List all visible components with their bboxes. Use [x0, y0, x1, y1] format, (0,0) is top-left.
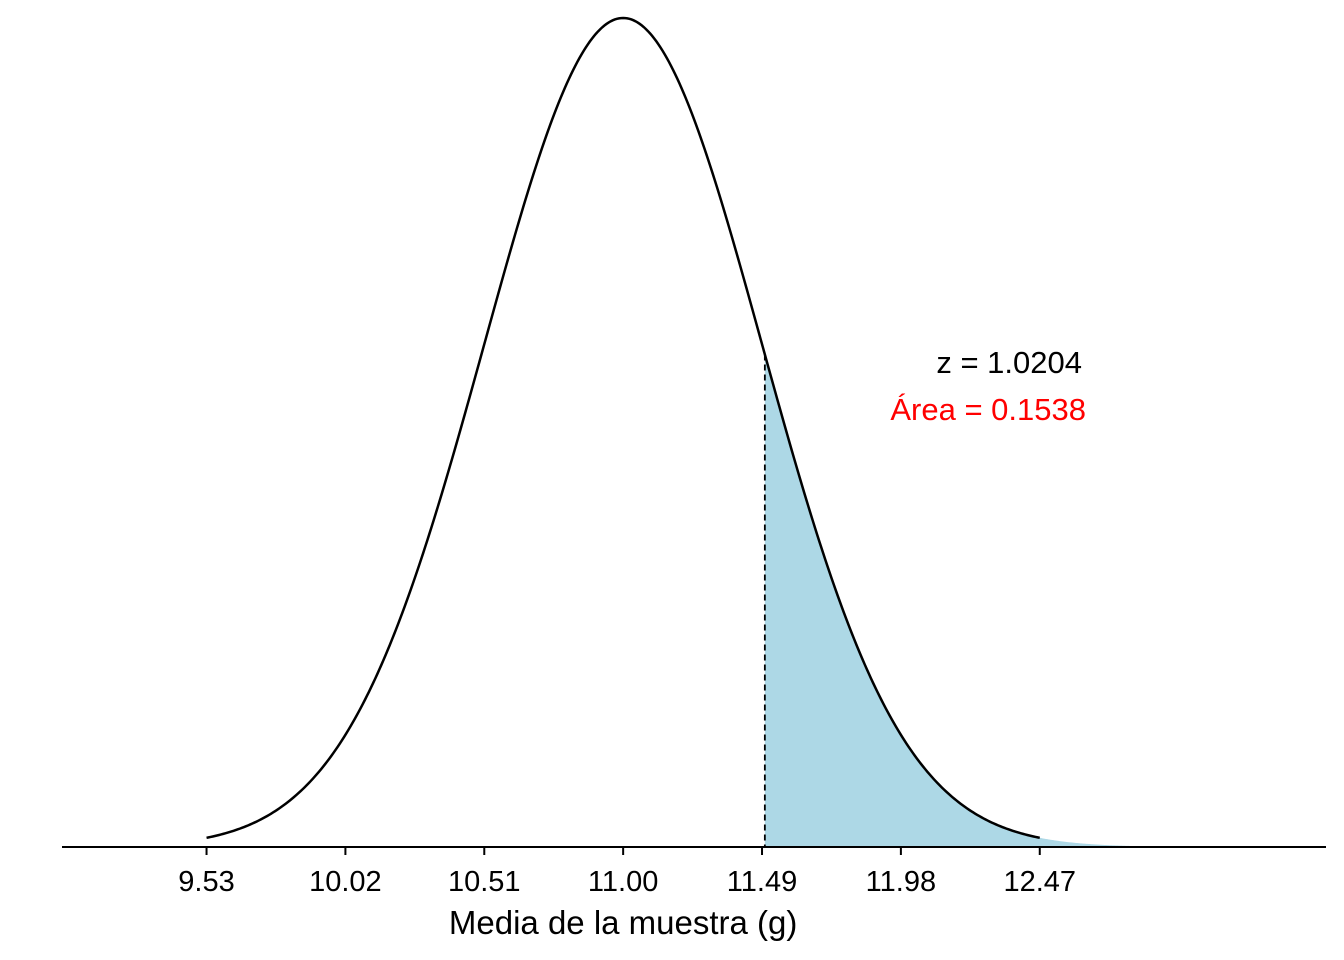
x-tick-label: 10.02: [309, 866, 382, 898]
z-score-annotation: z = 1.0204: [936, 345, 1082, 380]
x-tick-label: 9.53: [178, 866, 234, 898]
x-tick-label: 11.00: [588, 866, 658, 898]
x-axis-title: Media de la muestra (g): [449, 904, 797, 941]
x-tick-label: 11.49: [727, 866, 797, 898]
shaded-tail-area: [764, 354, 1179, 847]
density-curve: [206, 16, 1041, 840]
x-tick-label: 10.51: [448, 866, 521, 898]
x-tick-label: 11.98: [866, 866, 936, 898]
area-annotation: Área = 0.1538: [890, 392, 1086, 427]
x-tick-label: 12.47: [1003, 866, 1076, 898]
x-axis-ticks: 9.53 10.02 10.51 11.00 11.49 11.98 12.47: [178, 847, 1076, 898]
